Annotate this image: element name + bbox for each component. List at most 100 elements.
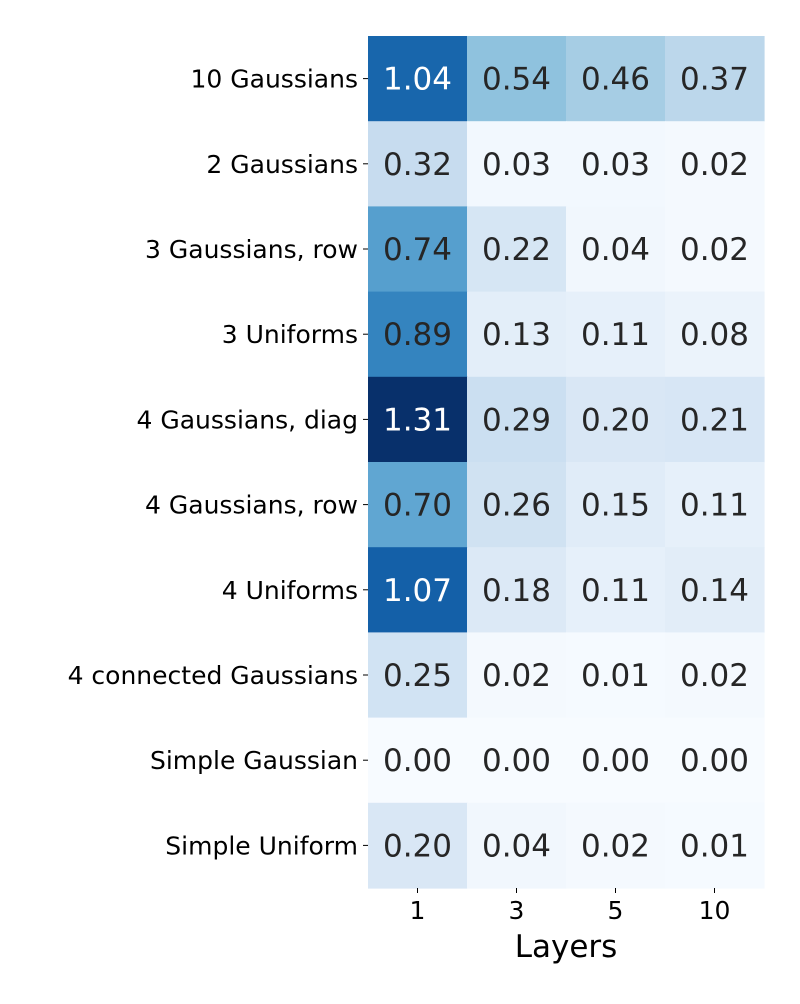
- heatmap-cell-r9-c3: [665, 802, 765, 889]
- heatmap-cell-r6-c1: [467, 547, 567, 633]
- y-tick-label-0: 10 Gaussians: [191, 65, 358, 94]
- heatmap-cell-r0-c2: [566, 36, 666, 122]
- cell-annotation-r7-c3: 0.02: [680, 658, 749, 694]
- heatmap-cell-r6-c0: [368, 547, 468, 633]
- heatmap-cell-r3-c2: [566, 291, 666, 378]
- cell-annotation-r6-c3: 0.14: [680, 573, 749, 609]
- heatmap-cell-r7-c0: [368, 632, 468, 719]
- heatmap-cell-r1-c1: [467, 121, 567, 207]
- cell-annotation-r8-c1: 0.00: [482, 743, 551, 779]
- heatmap-cell-r1-c0: [368, 121, 468, 207]
- heatmap-cells: [368, 36, 765, 889]
- heatmap-cell-r5-c0: [368, 462, 468, 548]
- cell-annotation-r3-c3: 0.08: [680, 317, 749, 353]
- cell-annotation-r6-c1: 0.18: [482, 573, 551, 609]
- cell-annotation-r1-c0: 0.32: [383, 147, 452, 183]
- cell-annotation-r7-c1: 0.02: [482, 658, 551, 694]
- cell-annotation-r0-c3: 0.37: [680, 62, 749, 98]
- cell-annotation-r4-c3: 0.21: [680, 402, 749, 438]
- y-tick-label-1: 2 Gaussians: [206, 150, 358, 179]
- cell-annotation-r0-c0: 1.04: [383, 62, 452, 98]
- heatmap-cell-r8-c1: [467, 717, 567, 804]
- y-tick-label-8: Simple Gaussian: [150, 746, 358, 775]
- x-tick-label-0: 1: [410, 896, 426, 925]
- x-tick-label-1: 3: [509, 896, 525, 925]
- heatmap-cell-r2-c0: [368, 206, 468, 293]
- cell-annotation-r8-c3: 0.00: [680, 743, 749, 779]
- cell-annotations: 1.04 0.54 0.46 0.37 0.32 0.03 0.03 0.02 0.74 0.22…: [383, 62, 749, 865]
- heatmap-cell-r2-c3: [665, 206, 765, 293]
- cell-annotation-r7-c2: 0.01: [581, 658, 650, 694]
- cell-annotation-r3-c0: 0.89: [383, 317, 452, 353]
- cell-annotation-r1-c3: 0.02: [680, 147, 749, 183]
- heatmap-cell-r0-c0: [368, 36, 468, 122]
- heatmap-cell-r2-c1: [467, 206, 567, 293]
- heatmap-cell-r9-c0: [368, 802, 468, 889]
- heatmap-cell-r3-c3: [665, 291, 765, 378]
- cell-annotation-r3-c1: 0.13: [482, 317, 551, 353]
- cell-annotation-r4-c1: 0.29: [482, 402, 551, 438]
- y-tick-label-9: Simple Uniform: [165, 831, 358, 860]
- heatmap-cell-r5-c1: [467, 462, 567, 548]
- heatmap-cell-r8-c2: [566, 717, 666, 804]
- cell-annotation-r6-c0: 1.07: [383, 573, 452, 609]
- cell-annotation-r4-c0: 1.31: [383, 402, 452, 438]
- heatmap-cell-r0-c3: [665, 36, 765, 122]
- heatmap-cell-r8-c0: [368, 717, 468, 804]
- y-tick-label-6: 4 Uniforms: [222, 576, 358, 605]
- cell-annotation-r9-c2: 0.02: [581, 828, 650, 864]
- cell-annotation-r0-c1: 0.54: [482, 62, 551, 98]
- cell-annotation-r8-c2: 0.00: [581, 743, 650, 779]
- x-axis: 1 3 5 10: [410, 888, 731, 925]
- cell-annotation-r2-c1: 0.22: [482, 232, 551, 268]
- heatmap-cell-r9-c2: [566, 802, 666, 889]
- cell-annotation-r2-c0: 0.74: [383, 232, 452, 268]
- heatmap-cell-r4-c3: [665, 376, 765, 463]
- cell-annotation-r6-c2: 0.11: [581, 573, 650, 609]
- cell-annotation-r5-c3: 0.11: [680, 488, 749, 524]
- heatmap-cell-r3-c0: [368, 291, 468, 378]
- cell-annotation-r4-c2: 0.20: [581, 402, 650, 438]
- cell-annotation-r2-c3: 0.02: [680, 232, 749, 268]
- heatmap-cell-r2-c2: [566, 206, 666, 293]
- y-tick-label-4: 4 Gaussians, diag: [137, 405, 358, 434]
- heatmap-cell-r1-c2: [566, 121, 666, 207]
- heatmap-cell-r6-c2: [566, 547, 666, 633]
- cell-annotation-r1-c2: 0.03: [581, 147, 650, 183]
- heatmap-cell-r7-c3: [665, 632, 765, 719]
- heatmap-cell-r3-c1: [467, 291, 567, 378]
- heatmap-cell-r6-c3: [665, 547, 765, 633]
- cell-annotation-r7-c0: 0.25: [383, 658, 452, 694]
- cell-annotation-r1-c1: 0.03: [482, 147, 551, 183]
- x-tick-label-3: 10: [699, 896, 731, 925]
- heatmap-cell-r0-c1: [467, 36, 567, 122]
- x-tick-label-2: 5: [608, 896, 624, 925]
- heatmap-cell-r4-c0: [368, 376, 468, 463]
- cell-annotation-r5-c0: 0.70: [383, 488, 452, 524]
- cell-annotation-r9-c1: 0.04: [482, 828, 551, 864]
- cell-annotation-r5-c2: 0.15: [581, 488, 650, 524]
- heatmap-cell-r8-c3: [665, 717, 765, 804]
- heatmap-cell-r4-c2: [566, 376, 666, 463]
- y-tick-label-2: 3 Gaussians, row: [145, 235, 358, 264]
- cell-annotation-r5-c1: 0.26: [482, 488, 551, 524]
- heatmap-cell-r9-c1: [467, 802, 567, 889]
- y-tick-label-3: 3 Uniforms: [222, 320, 358, 349]
- cell-annotation-r0-c2: 0.46: [581, 62, 650, 98]
- y-axis: 10 Gaussians 2 Gaussians 3 Gaussians, row 3…: [68, 65, 368, 860]
- heatmap-cell-r5-c3: [665, 462, 765, 548]
- heatmap-cell-r7-c2: [566, 632, 666, 719]
- heatmap-cell-r4-c1: [467, 376, 567, 463]
- heatmap-cell-r1-c3: [665, 121, 765, 207]
- cell-annotation-r2-c2: 0.04: [581, 232, 650, 268]
- heatmap-cell-r7-c1: [467, 632, 567, 719]
- cell-annotation-r3-c2: 0.11: [581, 317, 650, 353]
- y-tick-label-7: 4 connected Gaussians: [68, 661, 358, 690]
- x-axis-label: Layers: [515, 929, 618, 965]
- cell-annotation-r8-c0: 0.00: [383, 743, 452, 779]
- heatmap-cell-r5-c2: [566, 462, 666, 548]
- cell-annotation-r9-c3: 0.01: [680, 828, 749, 864]
- cell-annotation-r9-c0: 0.20: [383, 828, 452, 864]
